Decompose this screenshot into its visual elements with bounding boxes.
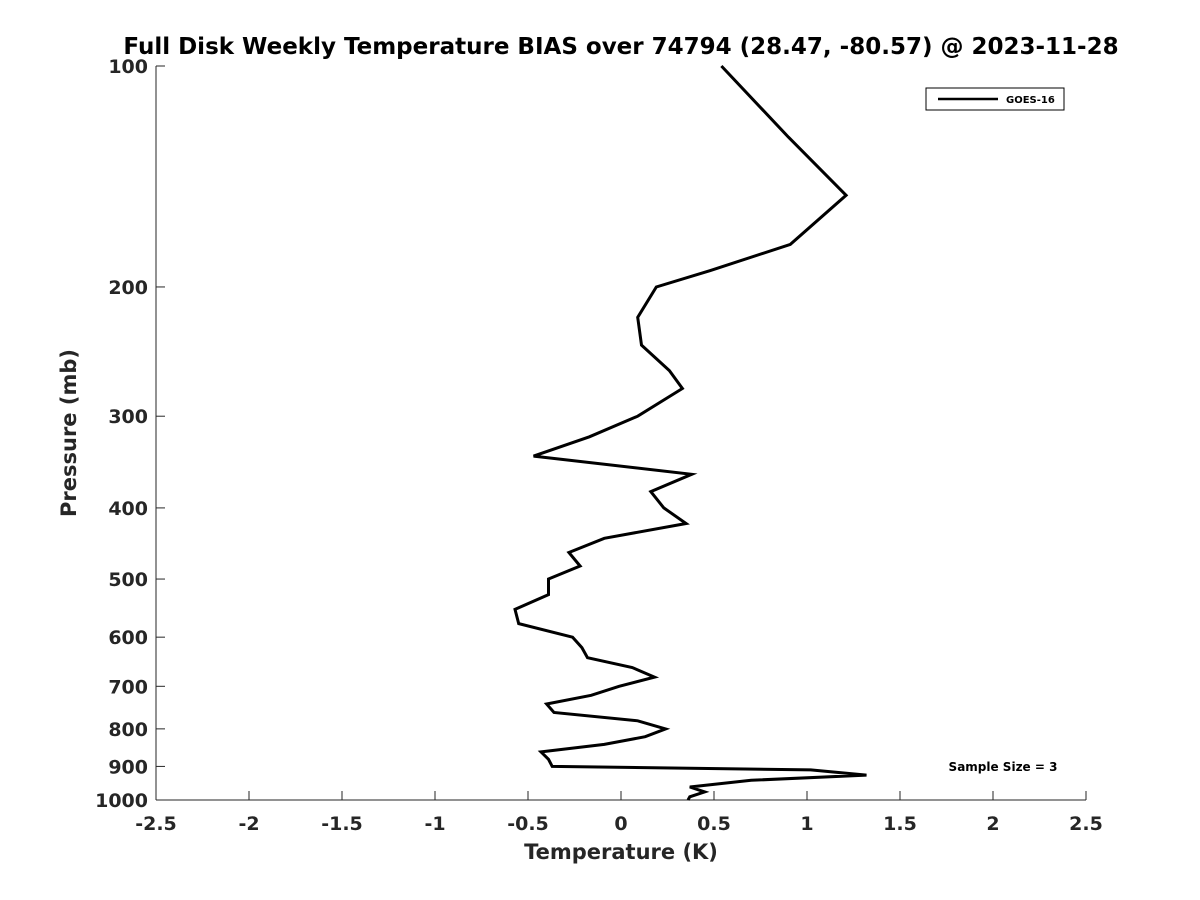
series-line-goes-16 [513, 64, 867, 801]
x-ticks: -2.5 -2 -1.5 -1 -0.5 0 0.5 1 1.5 2 2.5 [135, 791, 1103, 835]
y-tick-label: 400 [108, 498, 148, 520]
y-tick-label: 900 [108, 756, 148, 778]
chart-title: Full Disk Weekly Temperature BIAS over 7… [123, 34, 1118, 60]
x-tick-label: -2.5 [135, 813, 177, 835]
y-tick-label: 1000 [95, 790, 148, 812]
y-tick-label: 300 [108, 406, 148, 428]
y-tick-label: 500 [108, 569, 148, 591]
sample-size-annotation: Sample Size = 3 [949, 760, 1058, 774]
x-tick-label: -1 [424, 813, 445, 835]
x-tick-label: -2 [238, 813, 259, 835]
legend: GOES-16 [925, 87, 1065, 111]
x-axis-label: Temperature (K) [524, 840, 718, 864]
x-tick-label: 2 [986, 813, 999, 835]
x-tick-label: 0.5 [697, 813, 731, 835]
y-tick-label: 200 [108, 277, 148, 299]
x-tick-label: -0.5 [507, 813, 549, 835]
x-tick-label: 1 [800, 813, 813, 835]
series-layer [513, 64, 867, 801]
legend-label: GOES-16 [1006, 95, 1055, 106]
x-tick-label: 0 [614, 813, 627, 835]
y-tick-label: 700 [108, 676, 148, 698]
axes [155, 66, 1086, 801]
x-tick-label: 1.5 [883, 813, 917, 835]
y-tick-label: 100 [108, 56, 148, 78]
y-ticks: 100 200 300 400 500 600 700 800 900 1000 [95, 56, 165, 812]
x-tick-label: -1.5 [321, 813, 363, 835]
y-tick-label: 600 [108, 627, 148, 649]
y-tick-label: 800 [108, 719, 148, 741]
y-axis-label: Pressure (mb) [57, 349, 81, 517]
x-tick-label: 2.5 [1069, 813, 1103, 835]
